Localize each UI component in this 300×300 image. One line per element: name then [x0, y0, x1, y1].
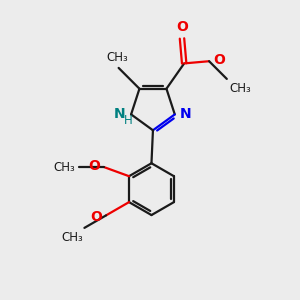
Text: O: O [214, 53, 225, 67]
Text: CH₃: CH₃ [230, 82, 251, 95]
Text: O: O [176, 20, 188, 34]
Text: O: O [89, 159, 100, 173]
Text: CH₃: CH₃ [61, 231, 83, 244]
Text: N: N [114, 107, 126, 121]
Text: CH₃: CH₃ [106, 51, 128, 64]
Text: H: H [124, 114, 133, 128]
Text: CH₃: CH₃ [54, 160, 76, 174]
Text: O: O [91, 210, 103, 224]
Text: N: N [180, 107, 192, 121]
